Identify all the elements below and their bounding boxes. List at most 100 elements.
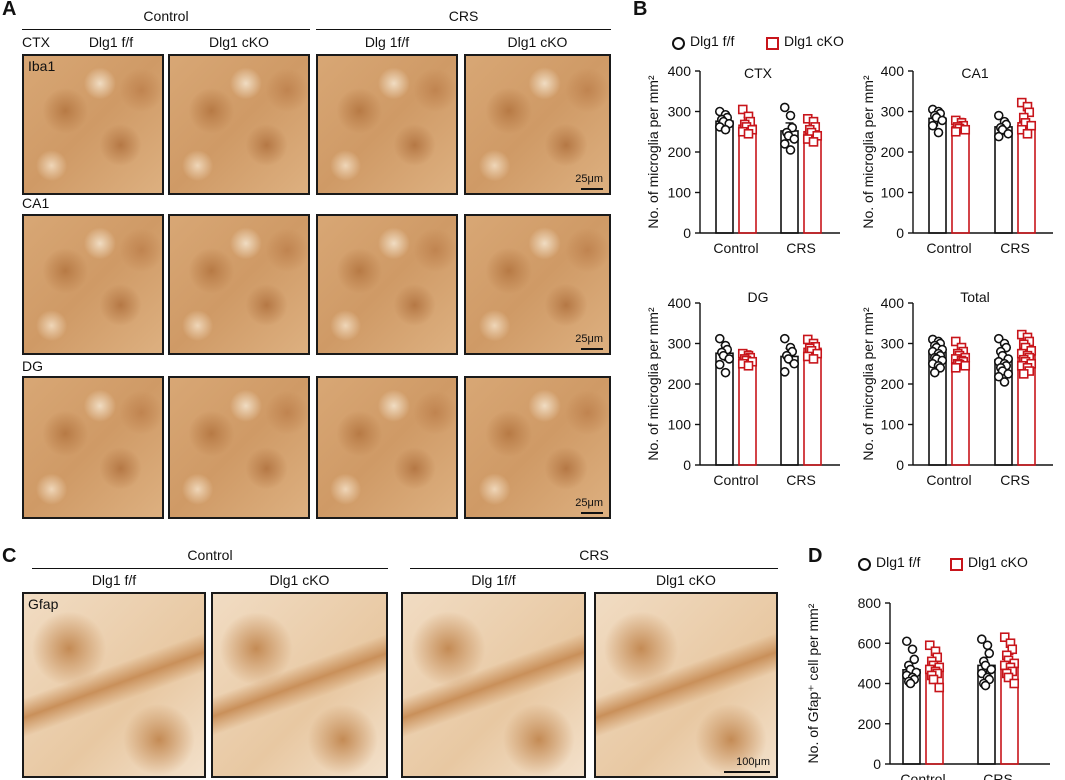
panel-a-row-ctx-label: CTX [22, 34, 50, 50]
data-point [789, 358, 800, 369]
data-point [1009, 678, 1020, 689]
panel-c-group-control: Control [187, 547, 233, 563]
y-tick-label: 400 [668, 295, 692, 311]
chart-title: CTX [744, 65, 773, 81]
chart-gfap: 0 200 400 600 800 No. of Gfap⁺ cell per mm² Co… [805, 595, 1050, 780]
y-tick-label: 300 [881, 104, 905, 120]
data-point [909, 654, 920, 665]
y-tick-label: 200 [858, 716, 882, 732]
micrograph-a-r1-c3 [316, 54, 458, 195]
data-point [785, 110, 796, 121]
y-axis-label: No. of microglia per mm² [645, 75, 661, 229]
y-tick-label: 0 [896, 457, 904, 473]
legend-d-cko-marker [950, 558, 963, 571]
data-point [779, 139, 790, 149]
panel-c-group-crs: CRS [579, 547, 609, 563]
scale-bar [581, 512, 603, 514]
micrograph-c-c3 [401, 592, 586, 778]
panel-a-control-line [22, 29, 310, 30]
x-category-label: CRS [1000, 472, 1030, 488]
panel-a-row-dg-label: DG [22, 358, 43, 374]
data-point [785, 145, 796, 155]
micrograph-a-r1-c4: 25μm [464, 54, 611, 195]
y-axis-label: No. of microglia per mm² [645, 307, 661, 461]
data-point [1018, 369, 1029, 379]
data-point [934, 682, 945, 693]
data-point [743, 360, 754, 371]
panel-a-group-control: Control [143, 8, 189, 24]
micrograph-a-r2-c2 [168, 214, 310, 355]
y-tick-label: 300 [668, 336, 692, 352]
data-point [980, 680, 991, 691]
bar [738, 124, 757, 234]
data-point [808, 137, 819, 147]
data-point [1007, 644, 1018, 655]
data-point [901, 636, 912, 647]
chart-title: Total [960, 289, 990, 305]
y-tick-label: 400 [668, 63, 692, 79]
scale-bar [581, 348, 603, 350]
data-point [924, 640, 935, 651]
scale-bar-label: 100μm [736, 756, 770, 768]
micrograph-a-r3-c2 [168, 376, 310, 519]
data-point [937, 115, 948, 126]
y-tick-label: 0 [873, 756, 881, 772]
panel-a-crs-line [316, 29, 611, 30]
data-point [907, 644, 918, 655]
panel-a-group-crs: CRS [448, 8, 479, 24]
y-tick-label: 800 [858, 595, 882, 611]
data-point [1024, 107, 1035, 118]
panel-c-crs-line [410, 568, 778, 569]
micrograph-a-r3-c1 [22, 376, 164, 519]
panel-a-row-ca1-label: CA1 [22, 195, 50, 211]
data-point [1022, 128, 1033, 139]
x-category-label: CRS [983, 771, 1013, 780]
scale-bar [724, 771, 770, 773]
data-point [720, 124, 731, 135]
data-point [960, 124, 971, 135]
y-tick-label: 600 [858, 635, 882, 651]
y-tick-label: 100 [881, 185, 905, 201]
legend-d-ff-label: Dlg1 f/f [876, 554, 921, 570]
micrograph-a-r2-c1 [22, 214, 164, 355]
y-tick-label: 200 [668, 376, 692, 392]
y-tick-label: 200 [881, 144, 905, 160]
scale-bar-label: 25μm [575, 173, 603, 185]
y-tick-label: 200 [668, 144, 692, 160]
data-point [960, 360, 971, 371]
y-tick-label: 100 [881, 417, 905, 433]
stain-label: Gfap [28, 596, 59, 612]
data-point [789, 134, 800, 144]
y-tick-label: 0 [683, 225, 691, 241]
panel-b-legend: Dlg1 f/f Dlg1 cKO [672, 33, 892, 54]
data-point [927, 120, 938, 131]
chart-total: 0 100 200 300 400 No. of microglia per mm² Tot… [860, 289, 1053, 488]
scale-bar-label: 25μm [575, 333, 603, 345]
data-point [714, 359, 725, 370]
panel-c-col-3: Dlg 1f/f [471, 572, 516, 588]
data-point [986, 664, 997, 675]
x-category-label: CRS [786, 472, 816, 488]
y-tick-label: 100 [668, 185, 692, 201]
chart-ctx: 0 100 200 300 400 No. of microglia per mm² CTX… [645, 63, 840, 256]
data-point [933, 127, 944, 138]
data-point [984, 648, 995, 659]
panel-a-col-4: Dlg1 cKO [507, 34, 568, 50]
panel-c-col-1: Dlg1 f/f [91, 572, 137, 588]
micrograph-a-r2-c4: 25μm [464, 214, 611, 355]
y-tick-label: 0 [896, 225, 904, 241]
data-point [993, 131, 1004, 142]
bar [738, 358, 757, 466]
y-tick-label: 400 [858, 676, 882, 692]
y-tick-label: 300 [668, 104, 692, 120]
legend-d-ff-marker [858, 558, 871, 571]
panel-a-label: A [2, 0, 17, 20]
panel-c-control-line [32, 568, 388, 569]
data-point [993, 371, 1004, 382]
panel-a-col-1: Dlg1 f/f [88, 34, 134, 50]
panel-c-col-4: Dlg1 cKO [656, 572, 716, 588]
micrograph-a-r1-c1: Iba1 [22, 54, 164, 195]
data-point [1026, 120, 1037, 131]
y-tick-label: 400 [881, 63, 905, 79]
micrograph-c-c1: Gfap [22, 592, 206, 778]
